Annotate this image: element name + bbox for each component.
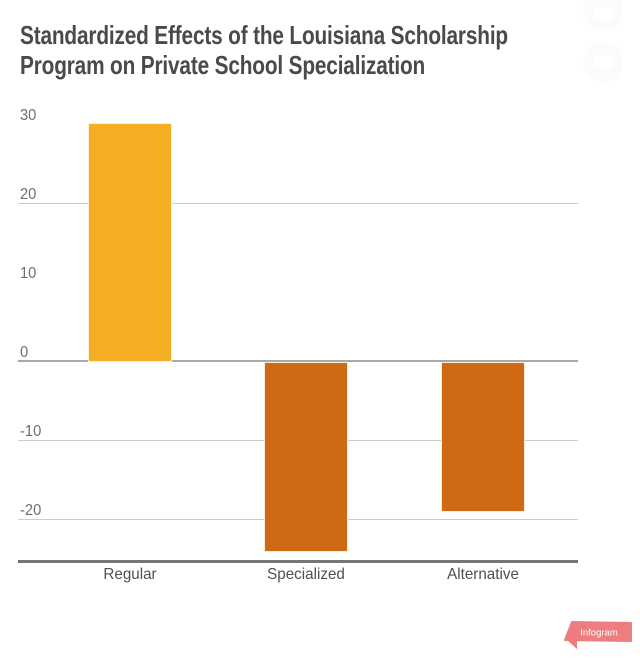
download-icon-glyph: [593, 55, 613, 69]
y-tick-label--10: -10: [20, 423, 42, 440]
infogram-logo-label: Infogram: [580, 628, 618, 639]
x-category-label-alternative: Alternative: [446, 566, 519, 583]
gridline-20: [18, 203, 578, 204]
x-axis-line: [18, 560, 578, 563]
x-category-label-specialized: Specialized: [267, 566, 346, 583]
chart-title-line1: Standardized Effects of the Louisiana Sc…: [20, 20, 508, 50]
share-icon-glyph: [593, 7, 613, 21]
y-tick-label--20: -20: [20, 502, 42, 519]
chart-title-line2: Program on Private School Specialization: [20, 50, 426, 80]
x-category-label-regular: Regular: [103, 566, 157, 583]
zero-axis-line: [18, 360, 578, 362]
bar-regular[interactable]: [89, 124, 171, 361]
chart-title: Standardized Effects of the Louisiana Sc…: [20, 20, 630, 80]
share-icon[interactable]: [583, 0, 623, 31]
y-tick-label-10: 10: [20, 265, 37, 282]
y-tick-label-20: 20: [20, 186, 37, 203]
infogram-logo-flag: Infogram: [564, 621, 632, 649]
download-icon[interactable]: [583, 42, 623, 82]
y-tick-label-30: 30: [20, 107, 37, 124]
infogram-logo[interactable]: Infogram: [563, 620, 633, 650]
y-tick-label-0: 0: [20, 344, 29, 361]
bar-specialized[interactable]: [265, 363, 348, 551]
bar-alternative[interactable]: [441, 363, 524, 512]
